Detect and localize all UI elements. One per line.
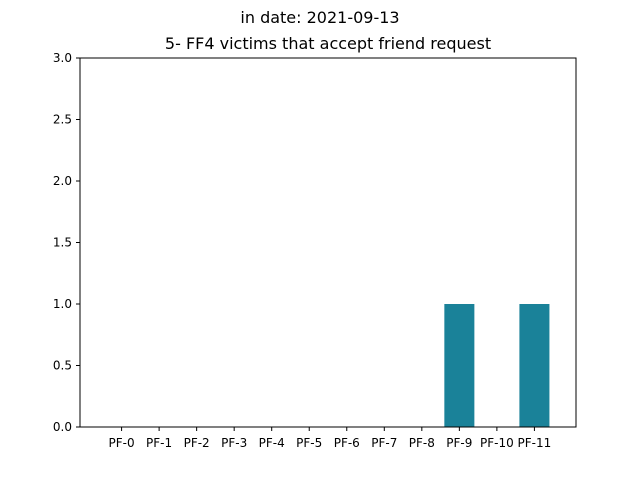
x-tick-label: PF-1 [146,436,172,450]
y-tick-label: 0.5 [53,359,72,373]
y-tick-label: 2.5 [53,113,72,127]
y-axis: 0.0 0.5 1.0 1.5 2.0 2.5 3.0 [53,51,80,434]
plot-frame [79,57,577,428]
x-axis: PF-0 PF-1 PF-2 PF-3 PF-4 PF-5 PF-6 PF-7 PF-8 PF-9… [109,427,552,450]
bars-group [444,304,550,427]
x-tick-label: PF-3 [221,436,247,450]
bar-pf-9 [444,304,475,427]
x-tick-label: PF-6 [334,436,360,450]
x-tick-label: PF-5 [296,436,322,450]
y-tick-label: 2.0 [53,174,72,188]
y-tick-label: 0.0 [53,420,72,434]
x-tick-label: PF-10 [480,436,514,450]
x-tick-label: PF-7 [371,436,397,450]
chart-title: 5- FF4 victims that accept friend reques… [165,34,491,53]
x-tick-label: PF-8 [409,436,435,450]
x-tick-label: PF-0 [109,436,135,450]
x-tick-label: PF-11 [518,436,552,450]
x-tick-label: PF-9 [446,436,472,450]
y-tick-label: 3.0 [53,51,72,65]
x-tick-label: PF-2 [184,436,210,450]
y-tick-label: 1.5 [53,236,72,250]
y-tick-label: 1.0 [53,297,72,311]
x-tick-label: PF-4 [259,436,285,450]
bar-pf-11 [519,304,550,427]
chart-suptitle: in date: 2021-09-13 [240,8,399,27]
